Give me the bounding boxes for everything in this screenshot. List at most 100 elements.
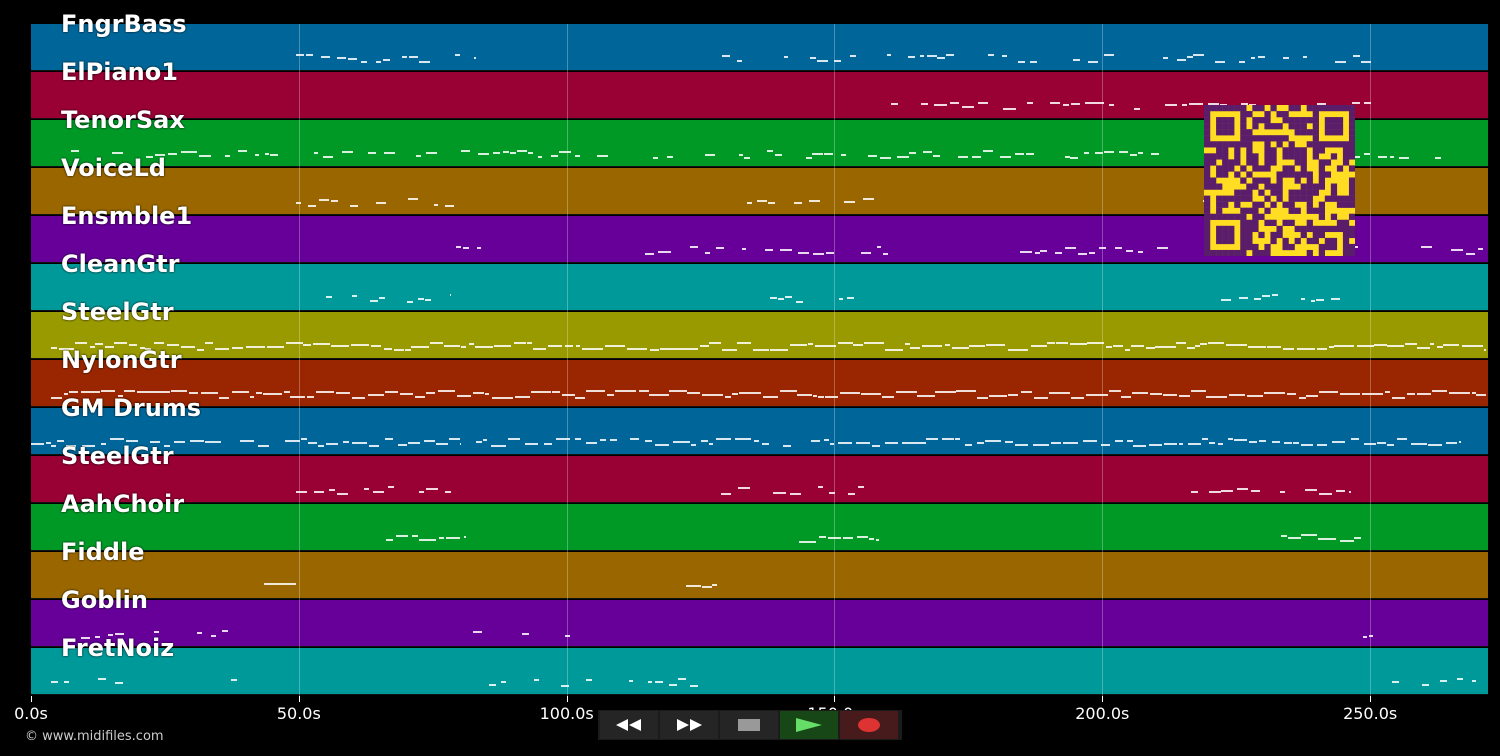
note-mark — [114, 633, 124, 635]
note-mark — [493, 152, 501, 154]
note-mark — [396, 535, 409, 537]
note-mark — [445, 205, 455, 207]
rewind-button[interactable] — [600, 711, 658, 739]
note-mark — [1207, 103, 1219, 105]
note-mark — [1301, 534, 1318, 536]
note-mark — [1361, 393, 1383, 395]
track-lane[interactable]: SteelGtr — [31, 298, 1488, 359]
note-mark — [678, 678, 686, 680]
note-mark — [439, 537, 445, 539]
note-mark — [1087, 342, 1104, 344]
note-mark — [444, 491, 452, 493]
note-mark — [1238, 61, 1246, 63]
note-mark — [336, 493, 348, 495]
track-lane[interactable]: FretNoiz — [31, 634, 1488, 695]
note-mark — [1033, 444, 1049, 446]
note-mark — [644, 440, 652, 442]
note-mark — [1002, 108, 1016, 110]
note-mark — [1300, 298, 1306, 300]
note-mark — [411, 346, 430, 348]
note-mark — [408, 56, 419, 58]
note-mark — [1094, 102, 1104, 104]
note-mark — [426, 152, 437, 154]
track-lane[interactable]: GM Drums — [31, 394, 1488, 455]
note-mark — [780, 390, 797, 392]
note-mark — [881, 396, 894, 398]
note-mark — [843, 537, 854, 539]
note-mark — [128, 344, 137, 346]
note-mark — [933, 104, 947, 106]
note-mark — [639, 390, 649, 392]
note-mark — [1004, 441, 1013, 443]
note-mark — [1109, 390, 1121, 392]
note-mark — [847, 297, 855, 299]
note-mark — [256, 392, 263, 394]
track-lane[interactable]: Goblin — [31, 586, 1488, 647]
note-mark — [1282, 57, 1290, 59]
note-mark — [739, 392, 761, 394]
note-mark — [100, 443, 107, 445]
fast-forward-button[interactable] — [660, 711, 718, 739]
note-mark — [1385, 391, 1391, 393]
note-mark — [779, 249, 793, 251]
track-lane[interactable]: FngrBass — [31, 10, 1488, 71]
track-lane[interactable]: SteelGtr — [31, 442, 1488, 503]
note-mark — [473, 57, 476, 59]
note-mark — [1334, 61, 1346, 63]
note-mark — [1332, 441, 1346, 443]
note-mark — [1356, 345, 1374, 347]
note-mark — [782, 445, 792, 447]
note-mark — [1305, 489, 1317, 491]
note-mark — [1125, 349, 1131, 351]
stop-button[interactable] — [720, 711, 778, 739]
note-mark — [1248, 441, 1257, 443]
note-mark — [1225, 344, 1247, 346]
note-mark — [1284, 442, 1292, 444]
note-mark — [1098, 247, 1107, 249]
note-mark — [724, 396, 731, 398]
note-mark — [1406, 393, 1416, 395]
track-lane[interactable]: CleanGtr — [31, 250, 1488, 311]
note-mark — [1430, 343, 1435, 345]
note-mark — [1352, 246, 1358, 248]
grid-line — [834, 24, 836, 696]
note-mark — [757, 200, 768, 202]
note-mark — [118, 395, 123, 397]
note-mark — [1162, 247, 1169, 249]
note-mark — [1163, 57, 1168, 59]
note-mark — [456, 395, 471, 397]
note-mark — [770, 297, 778, 299]
qr-code-icon — [1204, 105, 1355, 256]
note-mark — [1477, 248, 1483, 250]
note-mark — [746, 202, 752, 204]
note-mark — [600, 439, 606, 441]
record-button[interactable] — [840, 711, 898, 739]
note-mark — [189, 392, 199, 394]
track-lane[interactable]: NylonGtr — [31, 346, 1488, 407]
note-mark — [1154, 346, 1176, 348]
note-mark — [840, 392, 860, 394]
note-mark — [351, 344, 370, 346]
note-mark — [1339, 393, 1360, 395]
axis-tick — [1102, 696, 1104, 702]
note-mark — [1234, 439, 1247, 441]
note-mark — [211, 635, 217, 637]
note-mark — [808, 343, 814, 345]
play-button[interactable] — [780, 711, 838, 739]
note-mark — [1008, 349, 1028, 351]
note-mark — [263, 393, 282, 395]
track-lane[interactable]: AahChoir — [31, 490, 1488, 551]
note-mark — [444, 345, 461, 347]
note-mark — [399, 393, 413, 395]
note-mark — [575, 345, 581, 347]
note-mark — [1428, 444, 1442, 446]
note-mark — [585, 390, 606, 392]
note-mark — [1187, 56, 1193, 58]
track-lane[interactable]: Fiddle — [31, 538, 1488, 599]
note-mark — [654, 444, 670, 446]
note-mark — [153, 631, 159, 633]
note-mark — [1471, 392, 1476, 394]
note-mark — [712, 584, 717, 586]
note-mark — [923, 151, 932, 153]
note-mark — [630, 438, 640, 440]
